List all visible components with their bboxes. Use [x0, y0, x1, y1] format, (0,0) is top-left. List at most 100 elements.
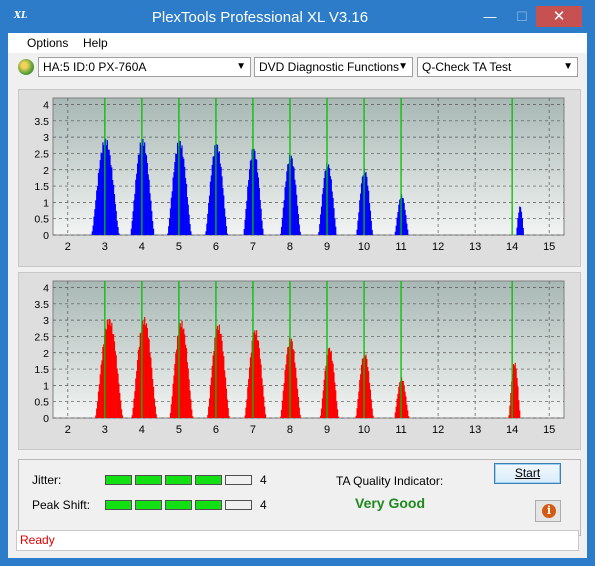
- peak-shift-chart-x-tick-label: 7: [250, 424, 256, 436]
- jitter-chart-bar: [146, 162, 148, 235]
- maximize-button[interactable]: ☐: [516, 9, 528, 24]
- peak-shift-chart-bar: [147, 337, 149, 418]
- peak-shift-chart-bar: [331, 360, 333, 418]
- peak-shift-chart-bar: [298, 407, 300, 418]
- jitter-chart-bar: [291, 158, 293, 235]
- peak-shift-chart-bar: [294, 362, 296, 418]
- window-title: PlexTools Professional XL V3.16: [151, 9, 369, 26]
- jitter-chart-bar: [282, 207, 284, 235]
- peak-shift-chart-bar: [155, 414, 157, 418]
- peak-shift-chart-bar: [210, 377, 212, 418]
- peak-shift-chart-bar: [369, 389, 372, 418]
- peak-shift-chart-bar: [145, 323, 148, 418]
- peak-shift-chart-bar: [224, 377, 227, 418]
- function-select[interactable]: DVD Diagnostic Functions ▼: [254, 57, 413, 77]
- jitter-chart-y-tick-label: 2: [43, 165, 49, 177]
- jitter-chart-bar: [213, 156, 215, 235]
- peak-shift-chart-bar: [397, 393, 399, 418]
- peak-shift-chart-bar: [402, 380, 404, 418]
- jitter-chart-bar: [280, 233, 282, 235]
- jitter-chart-bar: [357, 220, 359, 235]
- peak-shift-chart-bar: [263, 396, 265, 418]
- jitter-chart-bar: [296, 194, 298, 235]
- jitter-chart-x-tick-label: 14: [506, 241, 518, 253]
- jitter-chart-bar: [293, 167, 295, 235]
- peak-shift-chart-bar: [285, 364, 287, 418]
- jitter-chart-bar: [286, 171, 288, 235]
- jitter-chart-bar: [152, 221, 154, 235]
- peak-shift-chart-y-tick-label: 2.5: [34, 331, 49, 343]
- peak-shift-chart-bar: [360, 364, 363, 418]
- peak-shift-chart-x-tick-label: 14: [506, 424, 518, 436]
- peak-shift-chart-bar: [408, 416, 410, 418]
- peak-shift-chart-bar: [320, 408, 323, 418]
- peak-shift-chart-bar: [135, 378, 137, 418]
- jitter-chart-bar: [292, 166, 294, 235]
- peak-shift-chart-bar: [225, 388, 228, 418]
- jitter-chart-bar: [94, 209, 96, 235]
- jitter-chart-bar: [225, 226, 228, 235]
- peak-shift-chart-bar: [335, 390, 337, 418]
- jitter-chart-bar: [395, 225, 397, 235]
- peak-shift-chart-bar: [366, 359, 368, 418]
- peak-shift-chart-bar: [113, 341, 116, 418]
- peak-shift-chart-bar: [189, 390, 191, 418]
- jitter-chart-bar: [318, 232, 320, 235]
- jitter-chart-bar: [366, 176, 368, 235]
- jitter-chart-bar: [96, 190, 98, 235]
- peak-shift-chart-y-tick-label: 1: [43, 380, 49, 392]
- jitter-chart-bar: [105, 145, 108, 235]
- peak-shift-chart-bar: [355, 415, 357, 418]
- peak-shift-meter-segment: [165, 500, 192, 510]
- peak-shift-chart-bar: [131, 415, 133, 418]
- drive-select[interactable]: HA:5 ID:0 PX-760A ▼: [38, 57, 251, 77]
- jitter-chart-bar: [112, 179, 114, 235]
- peak-shift-chart-bar: [169, 412, 172, 418]
- test-select[interactable]: Q-Check TA Test ▼: [417, 57, 578, 77]
- title-bar[interactable]: XL PlexTools Professional XL V3.16 — ☐ ✕: [0, 0, 595, 33]
- jitter-chart-bar: [168, 226, 170, 235]
- jitter-chart-bar: [298, 224, 300, 235]
- peak-shift-chart-bar: [360, 374, 362, 418]
- peak-shift-chart-x-tick-label: 11: [395, 424, 406, 436]
- jitter-chart-bar: [210, 175, 212, 235]
- jitter-chart-bar: [110, 165, 112, 235]
- jitter-chart-bar: [329, 176, 332, 235]
- peak-shift-chart-bar: [150, 357, 152, 418]
- jitter-chart-x-tick-label: 3: [102, 241, 108, 253]
- jitter-chart-bar: [107, 149, 109, 235]
- jitter-chart-bar: [322, 187, 324, 235]
- peak-shift-chart-bar: [512, 364, 515, 418]
- peak-shift-chart-bar: [372, 415, 374, 418]
- close-button[interactable]: ✕: [536, 6, 582, 27]
- jitter-chart-bar: [255, 159, 257, 235]
- peak-shift-chart-x-tick-label: 4: [139, 424, 145, 436]
- peak-shift-chart-bar: [103, 344, 105, 418]
- peak-shift-chart-bar: [119, 392, 121, 418]
- jitter-chart-bar: [327, 166, 329, 235]
- jitter-chart-bar: [175, 153, 177, 235]
- peak-shift-chart-bar: [154, 406, 156, 418]
- jitter-chart-bar: [95, 200, 97, 235]
- start-button[interactable]: Start: [494, 463, 561, 484]
- peak-shift-chart: 0 0.5 1 1.5 2 2.5 3 3.5 4 2 3 4 5 6 7 8 9 10 11 12 13 14 15: [34, 280, 565, 436]
- peak-shift-chart-bar: [336, 409, 339, 418]
- info-button[interactable]: i: [535, 500, 561, 522]
- menu-options[interactable]: Options: [27, 36, 69, 50]
- jitter-chart-bar: [323, 178, 325, 235]
- peak-shift-chart-bar: [211, 365, 213, 418]
- menu-bar: Options Help: [8, 33, 587, 53]
- peak-shift-chart-bar: [320, 415, 322, 418]
- peak-shift-chart-x-tick-label: 6: [213, 424, 219, 436]
- jitter-chart-bar: [184, 178, 187, 235]
- minimize-button[interactable]: —: [483, 9, 497, 24]
- peak-shift-chart-bar: [114, 351, 116, 418]
- ta-quality-label: TA Quality Indicator:: [336, 474, 444, 488]
- peak-shift-chart-bar: [216, 325, 219, 418]
- peak-shift-chart-bar: [513, 365, 515, 418]
- jitter-chart-bar: [261, 220, 263, 235]
- peak-shift-chart-bar: [97, 391, 100, 418]
- peak-shift-chart-panel: 0 0.5 1 1.5 2 2.5 3 3.5 4 2 3 4 5 6 7 8 9 10 11 12 13 14 15: [18, 272, 581, 450]
- menu-help[interactable]: Help: [83, 36, 108, 50]
- peak-shift-chart-bar: [362, 358, 364, 418]
